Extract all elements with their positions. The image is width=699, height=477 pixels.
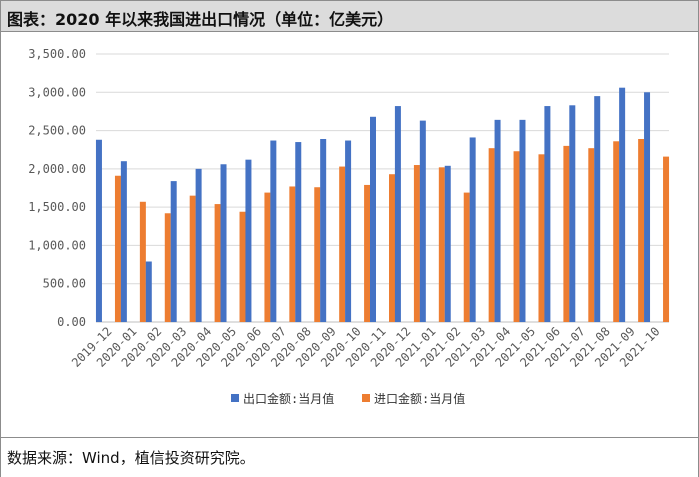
bar-import xyxy=(389,174,395,322)
source-note: 数据来源：Wind，植信投资研究院。 xyxy=(7,449,255,467)
bar-import xyxy=(214,204,221,322)
bar-export xyxy=(370,116,376,322)
bar-export xyxy=(320,138,327,322)
bar-import xyxy=(438,167,445,322)
bar-export xyxy=(444,165,451,322)
bar-import xyxy=(613,141,620,322)
y-tick-label: 3,500.00 xyxy=(28,47,86,61)
y-tick-label: 2,500.00 xyxy=(28,124,86,138)
y-tick-label: 3,000.00 xyxy=(28,85,86,99)
bar-export xyxy=(245,159,252,322)
bar-chart: 0.00 500.00 1,000.00 1,500.00 2,000.00 2,500.… xyxy=(28,47,670,406)
bar-export xyxy=(120,161,127,322)
bar-import xyxy=(239,211,246,322)
bar-import xyxy=(488,148,495,322)
footer: 数据来源：Wind，植信投资研究院。 xyxy=(1,437,698,477)
y-tick-label: 0.00 xyxy=(57,315,86,329)
chart-title: 图表：2020 年以来我国进出口情况（单位：亿美元） xyxy=(7,10,394,29)
bar-export xyxy=(394,106,401,322)
bar-export xyxy=(619,87,626,322)
bar-import xyxy=(638,138,645,322)
y-tick-label: 500.00 xyxy=(43,277,86,291)
bar-import xyxy=(114,175,121,322)
bar-export xyxy=(195,168,202,322)
bar-export xyxy=(295,142,302,322)
y-tick-label: 1,000.00 xyxy=(28,238,86,252)
bar-export xyxy=(469,137,476,322)
bar-export xyxy=(145,261,152,322)
bar-import xyxy=(264,192,271,322)
bar-export xyxy=(644,92,651,323)
chart-area: 0.00 500.00 1,000.00 1,500.00 2,000.00 2,500.… xyxy=(1,32,698,436)
bar-export xyxy=(569,105,576,322)
bar-import xyxy=(413,165,420,322)
bar-export xyxy=(519,119,526,322)
bar-import xyxy=(189,195,196,322)
bar-export xyxy=(345,140,352,322)
bar-import xyxy=(339,166,346,322)
bar-import xyxy=(314,187,321,322)
bar-export xyxy=(544,106,551,322)
bar-export xyxy=(594,96,601,322)
legend-swatch-import xyxy=(362,394,370,402)
bar-import xyxy=(164,213,171,322)
bar-export xyxy=(419,120,426,322)
legend-swatch-export xyxy=(231,394,239,402)
bar-import xyxy=(139,201,146,322)
legend-label-export: 出口金额:当月值 xyxy=(243,391,334,406)
bar-import xyxy=(513,151,520,322)
bar-export xyxy=(95,139,102,322)
bar-export xyxy=(220,164,227,322)
bar-import xyxy=(538,154,545,322)
y-tick-label: 2,000.00 xyxy=(28,162,86,176)
y-tick-label: 1,500.00 xyxy=(28,200,86,214)
bar-import xyxy=(563,145,570,322)
bar-import xyxy=(364,184,371,322)
legend-label-import: 进口金额:当月值 xyxy=(374,391,465,406)
bar-export xyxy=(494,119,501,322)
bar-import xyxy=(663,156,670,322)
bar-import xyxy=(588,148,595,322)
bar-export xyxy=(270,140,277,322)
title-bar: 图表：2020 年以来我国进出口情况（单位：亿美元） xyxy=(1,1,698,32)
bar-import xyxy=(289,186,296,322)
bar-import xyxy=(463,192,470,322)
bar-export xyxy=(170,181,177,322)
